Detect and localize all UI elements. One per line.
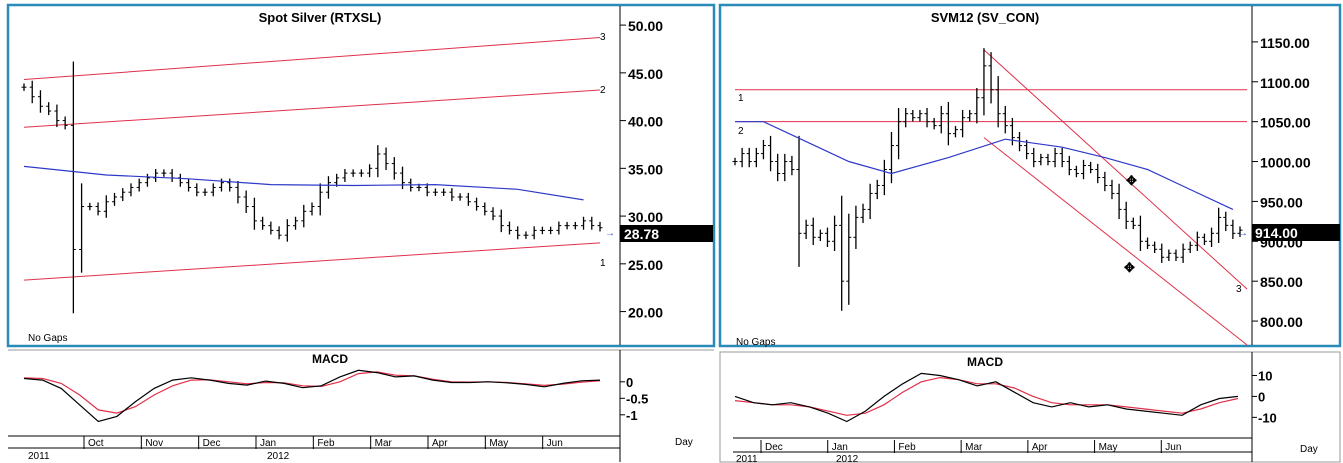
left-last-price-tag: 28.78 xyxy=(624,226,659,242)
trend-line xyxy=(983,49,1248,290)
right-last-price-box xyxy=(1252,224,1340,241)
left-year-2011: 2011 xyxy=(28,451,50,462)
left-ohlc-bars xyxy=(21,61,603,314)
macd-axis-tick-label: -10 xyxy=(1258,410,1277,425)
right-last-price-pointer-icon: → xyxy=(1238,228,1248,239)
price-axis-tick-label: 25.00 xyxy=(628,257,663,273)
month-label: Jun xyxy=(1165,442,1181,453)
right-year-2011: 2011 xyxy=(736,454,758,463)
price-axis-tick-label: 35.00 xyxy=(628,161,663,177)
right-year-2012: 2012 xyxy=(836,454,859,463)
month-label: Jan xyxy=(260,438,276,449)
right-no-gaps-label: No Gaps xyxy=(736,337,775,348)
month-label: Nov xyxy=(145,438,163,449)
month-label: Dec xyxy=(203,438,221,449)
trend-line xyxy=(23,37,601,81)
right-macd-panel: 10 0 -10 MACD Dec Jan Feb Mar Apr May Jun 2011 2… xyxy=(719,351,1341,463)
price-axis-tick-label: 1000.00 xyxy=(1260,155,1311,171)
left-trend-marker-3: 3 xyxy=(600,32,606,43)
macd-axis-tick-label: 0 xyxy=(626,375,633,390)
macd-axis-tick-label: 10 xyxy=(1258,368,1272,383)
left-macd-title: MACD xyxy=(312,352,348,366)
price-axis-tick-label: 1150.00 xyxy=(1260,35,1310,51)
right-macd-axis: 10 0 -10 xyxy=(1252,368,1277,425)
crosshair-cursor-icon[interactable]: ✥ xyxy=(1126,173,1137,188)
right-price-panel: 1150.001100.001050.001000.00950.00900.00… xyxy=(718,3,1342,348)
left-year-2012: 2012 xyxy=(267,451,290,462)
month-label: May xyxy=(1099,442,1118,453)
right-month-axis: Dec Jan Feb Mar Apr May Jun xyxy=(760,440,1181,453)
trend-line xyxy=(983,137,1248,346)
left-macd-line xyxy=(23,369,601,423)
left-price-panel: 50.00 45.00 40.00 35.00 30.00 25.00 20.00 Spot… xyxy=(6,3,716,348)
right-macd-line xyxy=(734,372,1239,423)
left-moving-average-line xyxy=(23,165,584,201)
month-label: Apr xyxy=(432,438,448,449)
price-axis-tick-label: 45.00 xyxy=(628,66,663,82)
left-macd-signal-line xyxy=(23,371,601,414)
price-axis-tick-label: 50.00 xyxy=(628,18,663,34)
right-moving-average-line xyxy=(735,121,1234,210)
month-label: Jan xyxy=(832,442,848,453)
left-last-price-pointer-icon: → xyxy=(605,228,615,239)
month-label: Dec xyxy=(765,442,783,453)
right-last-price-tag: 914.00 xyxy=(1255,225,1298,241)
price-axis-tick-label: 800.00 xyxy=(1260,314,1303,330)
month-label: May xyxy=(489,438,508,449)
right-macd-title: MACD xyxy=(967,355,1003,369)
price-axis-tick-label: 30.00 xyxy=(628,209,663,225)
right-trend-marker-2: 2 xyxy=(738,126,744,137)
right-chart-title: SVM12 (SV_CON) xyxy=(931,10,1039,25)
right-period-label: Day xyxy=(1300,444,1318,455)
price-axis-tick-label: 20.00 xyxy=(628,305,663,321)
right-trend-marker-1: 1 xyxy=(738,93,744,104)
left-price-axis: 50.00 45.00 40.00 35.00 30.00 25.00 20.00 xyxy=(620,18,663,321)
price-axis-tick-label: 1100.00 xyxy=(1260,75,1310,91)
left-trend-marker-1: 1 xyxy=(600,258,606,269)
left-trend-marker-2: 2 xyxy=(600,85,606,96)
month-label: Mar xyxy=(965,442,983,453)
price-axis-tick-label: 40.00 xyxy=(628,114,663,130)
macd-axis-tick-label: -0.5 xyxy=(626,391,648,406)
left-last-price-box xyxy=(620,225,713,242)
left-period-label: Day xyxy=(675,437,693,448)
month-label: Mar xyxy=(375,438,393,449)
trend-line xyxy=(23,89,601,128)
month-label: Apr xyxy=(1032,442,1048,453)
left-trend-lines xyxy=(23,37,601,281)
price-axis-tick-label: 1050.00 xyxy=(1260,115,1311,131)
price-axis-tick-label: 950.00 xyxy=(1260,194,1303,210)
month-label: Feb xyxy=(317,438,335,449)
left-month-axis: Oct Nov Dec Jan Feb Mar Apr May Jun xyxy=(83,436,563,449)
left-macd-panel: 0-0.5 -1 MACD Oct Nov Dec Jan Feb Mar Apr May Jun… xyxy=(8,349,714,462)
crosshair-cursor-icon-2[interactable]: ✥ xyxy=(1124,260,1135,275)
right-price-axis: 1150.001100.001050.001000.00950.00900.00… xyxy=(1252,35,1311,330)
macd-axis-tick-label: 0 xyxy=(1258,389,1265,404)
left-no-gaps-label: No Gaps xyxy=(28,333,67,344)
month-label: Jun xyxy=(547,438,563,449)
month-label: Oct xyxy=(88,438,104,449)
price-axis-tick-label: 850.00 xyxy=(1260,274,1303,290)
trend-line xyxy=(23,242,601,281)
month-label: Feb xyxy=(898,442,916,453)
left-macd-axis: 0-0.5 -1 xyxy=(620,375,648,423)
macd-axis-tick-label: -1 xyxy=(626,408,638,423)
right-trend-marker-3: 3 xyxy=(1236,284,1242,295)
right-trend-lines xyxy=(735,49,1248,346)
left-chart-title: Spot Silver (RTXSL) xyxy=(259,10,382,25)
